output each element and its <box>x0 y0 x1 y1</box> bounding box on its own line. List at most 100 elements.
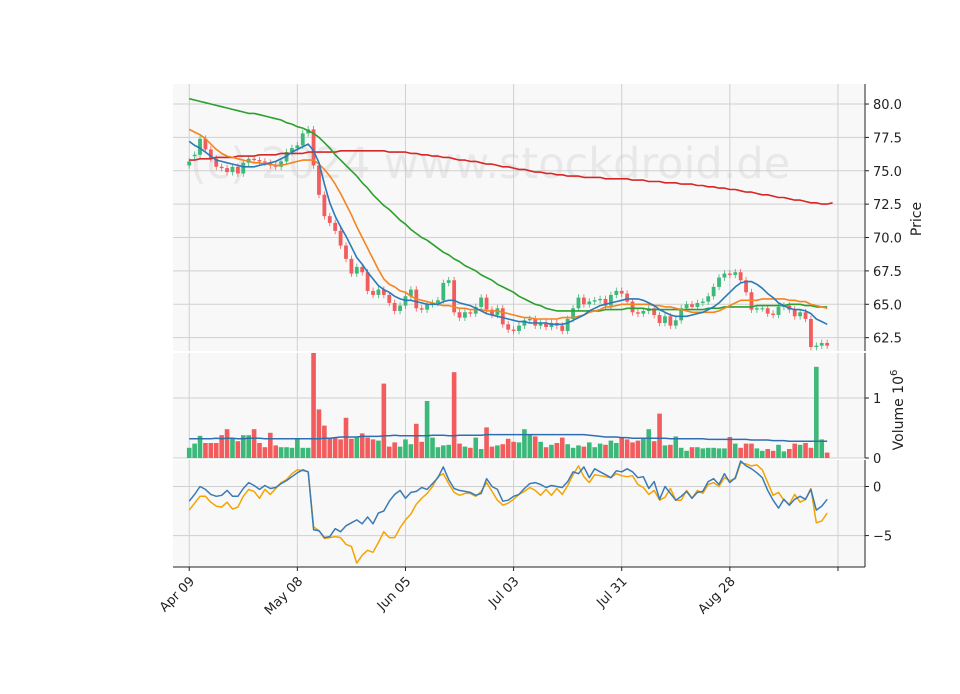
candle-body <box>225 168 229 173</box>
candle-body <box>706 296 711 302</box>
candle-body <box>814 345 819 347</box>
candle-body <box>825 342 830 346</box>
volume-bar <box>505 438 511 458</box>
volume-bar <box>338 439 343 458</box>
candle-body <box>744 280 748 293</box>
volume-bar <box>570 447 576 458</box>
candle-body <box>311 129 316 166</box>
volume-bar <box>657 413 662 458</box>
candle-body <box>203 138 208 150</box>
macd-line <box>188 460 828 539</box>
volume-bar <box>289 447 295 458</box>
candle-body <box>614 290 619 295</box>
volume-bar <box>597 443 603 458</box>
volume-bar <box>700 448 706 458</box>
volume-bar <box>749 443 754 458</box>
candle-body <box>500 308 505 325</box>
volume-bar <box>240 435 246 458</box>
volume-bar <box>522 429 527 458</box>
candle-body <box>565 318 570 331</box>
candle-body <box>441 282 446 301</box>
ma5-line <box>188 140 828 326</box>
candle-body <box>581 297 586 305</box>
candle-body <box>727 273 732 275</box>
candle-body <box>322 194 327 217</box>
volume-bar <box>484 427 489 458</box>
candle-body <box>771 313 775 315</box>
volume-bar <box>246 435 251 458</box>
candle-body <box>376 289 381 295</box>
candle-body <box>717 277 721 287</box>
volume-bar <box>765 449 770 458</box>
volume-bar <box>322 425 327 458</box>
volume-bar <box>408 444 414 458</box>
candle-body <box>663 316 667 323</box>
volume-bar <box>468 447 473 458</box>
candle-body <box>468 312 473 314</box>
candle-body <box>436 300 440 303</box>
candle-body <box>517 325 521 331</box>
volume-bar <box>489 446 495 458</box>
volume-bar <box>268 432 273 458</box>
price-y-tick-label: 77.5 <box>873 131 902 146</box>
volume-bar <box>624 439 630 458</box>
volume-bar <box>349 438 354 458</box>
volume-bar <box>462 446 468 458</box>
candle-body <box>327 216 332 223</box>
candle-body <box>684 304 689 309</box>
candle-body <box>241 162 246 174</box>
volume-bar <box>376 440 381 458</box>
volume-bar <box>359 433 365 458</box>
volume-axis-exponent: 6 <box>889 370 900 376</box>
candle-body <box>279 161 284 167</box>
volume-bar <box>392 442 397 458</box>
candle-body <box>738 272 743 281</box>
candle-body <box>317 165 321 195</box>
candle-body <box>673 320 678 326</box>
volume-bar <box>695 447 700 458</box>
volume-bar <box>192 443 197 458</box>
candle-body <box>408 289 413 297</box>
volume-bar <box>808 447 814 458</box>
volume-bar <box>451 372 457 458</box>
candle-body <box>360 266 365 273</box>
volume-bar <box>511 441 516 458</box>
volume-bar <box>435 447 441 458</box>
candle-body <box>252 158 256 161</box>
candle-body <box>754 308 759 310</box>
candle-body <box>544 322 548 327</box>
volume-bar <box>705 447 711 458</box>
volume-bar <box>668 444 673 458</box>
volume-bar <box>500 444 506 458</box>
volume-bar <box>203 443 208 458</box>
candle-body <box>349 258 354 274</box>
ma30-line <box>189 97 828 312</box>
volume-bar <box>603 444 608 458</box>
volume-bar <box>619 437 625 458</box>
candle-body <box>344 245 348 259</box>
volume-bar <box>305 447 311 458</box>
volume-bar <box>797 444 803 458</box>
candle-body <box>506 324 511 330</box>
volume-bar <box>543 447 549 458</box>
volume-bar <box>327 437 333 458</box>
volume-bar <box>673 436 679 458</box>
volume-bar <box>803 443 808 458</box>
volume-bar <box>354 437 360 458</box>
volume-bar <box>397 446 403 458</box>
candle-body <box>527 318 532 321</box>
volume-bar <box>576 445 581 458</box>
candle-body <box>538 322 543 326</box>
candle-body <box>235 166 240 174</box>
volume-bar <box>197 435 203 458</box>
candle-body <box>214 158 219 167</box>
volume-bar <box>759 450 765 458</box>
candle-body <box>479 297 484 307</box>
candle-body <box>576 297 581 309</box>
volume-axis-label: Volume 106 <box>889 370 907 451</box>
volume-bar <box>300 447 306 458</box>
volume-bar <box>792 443 798 458</box>
candle-body <box>295 145 300 149</box>
volume-bar <box>381 383 387 458</box>
volume-bar <box>343 417 349 458</box>
